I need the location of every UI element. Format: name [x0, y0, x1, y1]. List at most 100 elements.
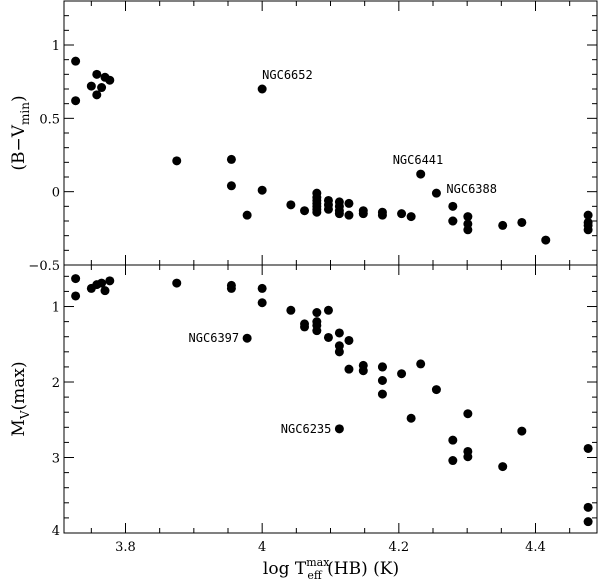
- axis-ticks: [64, 0, 597, 534]
- data-point: [257, 298, 267, 308]
- data-point: [286, 305, 296, 315]
- data-point: [312, 308, 322, 318]
- data-point: [97, 278, 107, 288]
- data-point: [377, 376, 387, 386]
- data-points: [71, 56, 593, 527]
- bottom-y-axis-label: MV(max): [9, 361, 32, 436]
- data-point: [226, 154, 236, 164]
- annotation-label: NGC6652: [262, 68, 313, 82]
- y-tick-label: 2: [52, 376, 60, 391]
- data-point: [71, 56, 81, 66]
- annotation-label: NGC6235: [281, 422, 332, 436]
- data-point: [416, 169, 426, 179]
- data-point: [257, 84, 267, 94]
- data-point: [448, 201, 458, 211]
- data-point: [257, 283, 267, 293]
- data-point: [226, 283, 236, 293]
- x-tick-label: 3.8: [115, 540, 136, 555]
- data-point: [71, 96, 81, 106]
- tick-labels: −0.5 0 0.5 1 1 2 3 4 3.8 4 4.2 4.4: [28, 39, 545, 555]
- data-point: [71, 291, 81, 301]
- top-y-axis-label: (B−Vmin): [9, 95, 32, 170]
- annotation-label: NGC6388: [446, 182, 497, 196]
- data-point: [377, 389, 387, 399]
- data-point: [257, 185, 267, 195]
- data-point: [344, 198, 354, 208]
- cluster-annotations: NGC6652 NGC6441 NGC6388 NGC6397 NGC6235: [189, 68, 497, 436]
- data-point: [541, 235, 551, 245]
- data-point: [226, 181, 236, 191]
- data-point: [583, 210, 593, 220]
- data-point: [334, 328, 344, 338]
- data-point: [300, 206, 310, 216]
- data-point: [344, 335, 354, 345]
- data-point: [344, 210, 354, 220]
- data-point: [172, 156, 182, 166]
- data-point: [71, 274, 81, 284]
- data-point: [498, 462, 508, 472]
- data-point: [448, 456, 458, 466]
- data-point: [358, 366, 368, 376]
- data-point: [397, 369, 407, 379]
- data-point: [334, 424, 344, 434]
- data-point: [334, 347, 344, 357]
- bottom-panel-frame: [63, 264, 598, 534]
- annotation-label: NGC6441: [393, 153, 444, 167]
- y-tick-label: 3: [52, 452, 60, 467]
- data-point: [242, 333, 252, 343]
- data-point: [463, 452, 473, 462]
- data-point: [463, 409, 473, 419]
- data-point: [300, 322, 310, 332]
- data-point: [100, 286, 110, 296]
- data-point: [583, 443, 593, 453]
- data-point: [416, 359, 426, 369]
- data-point: [92, 90, 102, 100]
- annotation-label: NGC6397: [189, 331, 240, 345]
- data-point: [583, 517, 593, 527]
- data-point: [105, 75, 115, 85]
- data-point: [377, 362, 387, 372]
- data-point: [312, 207, 322, 217]
- data-point: [312, 326, 322, 336]
- y-tick-label: 0: [52, 186, 60, 201]
- x-axis-label: log Tmax eff (HB) (K): [263, 556, 399, 582]
- data-point: [323, 332, 333, 342]
- data-point: [377, 210, 387, 220]
- data-point: [86, 81, 96, 91]
- x-tick-label: 4: [258, 540, 266, 555]
- data-point: [463, 212, 473, 222]
- x-tick-label: 4.4: [525, 540, 546, 555]
- data-point: [172, 278, 182, 288]
- data-point: [406, 413, 416, 423]
- data-point: [286, 200, 296, 210]
- data-point: [448, 435, 458, 445]
- data-point: [463, 225, 473, 235]
- data-point: [397, 209, 407, 219]
- y-tick-label: 4: [52, 524, 60, 539]
- data-point: [406, 212, 416, 222]
- data-point: [242, 210, 252, 220]
- data-point: [583, 225, 593, 235]
- top-panel-frame: [63, 0, 598, 266]
- data-point: [344, 364, 354, 374]
- data-point: [431, 385, 441, 395]
- data-point: [517, 217, 527, 227]
- data-point: [334, 209, 344, 219]
- data-point: [517, 426, 527, 436]
- data-point: [92, 69, 102, 79]
- y-tick-label: 1: [52, 39, 60, 54]
- data-point: [498, 220, 508, 230]
- data-point: [431, 188, 441, 198]
- data-point: [323, 305, 333, 315]
- data-point: [358, 209, 368, 219]
- data-point: [323, 204, 333, 214]
- data-point: [583, 502, 593, 512]
- x-tick-label: 4.2: [388, 540, 409, 555]
- y-tick-label: 1: [52, 301, 60, 316]
- data-point: [97, 83, 107, 93]
- y-tick-label: 0.5: [39, 112, 60, 127]
- data-point: [448, 216, 458, 226]
- data-point: [105, 276, 115, 286]
- y-tick-label: −0.5: [28, 259, 60, 274]
